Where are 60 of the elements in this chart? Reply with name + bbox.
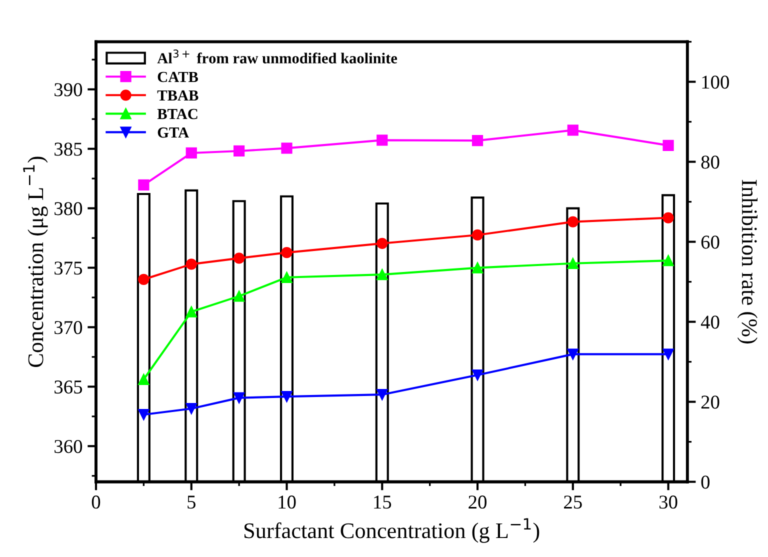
y2-tick-label: 0 (701, 476, 710, 489)
point (186, 306, 197, 318)
point (234, 145, 245, 157)
x-tick-label: 30 (659, 496, 678, 509)
legend-label: Al$^{3+}$ from raw unmodified kaolinite (157, 50, 398, 64)
point (281, 142, 292, 154)
point (472, 135, 484, 146)
y-tick-label: 375 (54, 262, 82, 275)
point (567, 258, 578, 269)
point (281, 272, 292, 283)
x-axis-title: Surfactant Concentration (g L$^{−1}$) (244, 518, 540, 543)
point (472, 229, 484, 241)
y2-tick-label: 60 (701, 236, 720, 249)
y2-tick-label: 40 (700, 316, 720, 329)
x-tick-label: 15 (374, 496, 392, 509)
point (662, 212, 674, 224)
point (376, 269, 388, 280)
y-tick-label: 390 (54, 83, 82, 96)
x-tick-label: 0 (92, 496, 100, 509)
point (662, 255, 674, 266)
y-tick-label: 380 (54, 202, 82, 216)
point (138, 179, 150, 191)
point (138, 274, 150, 285)
point (567, 124, 578, 136)
point (234, 290, 245, 302)
y2-axis-title: Inhibition rate (%) (737, 180, 758, 344)
point (376, 389, 388, 400)
legend-label: CATB (158, 72, 198, 82)
point (376, 238, 388, 249)
point (472, 262, 484, 274)
point (186, 258, 197, 270)
point (281, 247, 292, 258)
point (186, 147, 197, 159)
x-tick-label: 10 (278, 496, 296, 509)
point (281, 391, 292, 402)
point (567, 348, 578, 360)
y2-tick-label: 100 (702, 76, 729, 89)
point (138, 374, 150, 385)
point (234, 252, 245, 264)
legend-label: BTAC (157, 108, 198, 120)
point (662, 140, 674, 151)
x-tick-label: 5 (188, 496, 196, 509)
y-tick-label: 365 (54, 380, 82, 394)
point (186, 403, 197, 414)
y-axis-title: Concentration (μg L$^{−1}$) (23, 156, 48, 367)
point (234, 392, 245, 404)
point (662, 348, 674, 360)
legend-label: TBAB (157, 90, 198, 101)
x-tick-label: 25 (564, 496, 582, 509)
y-tick-label: 360 (54, 440, 82, 454)
point (376, 134, 388, 146)
point (567, 216, 578, 228)
point (472, 369, 484, 381)
y-tick-label: 370 (54, 321, 82, 334)
y2-tick-label: 80 (701, 156, 720, 169)
x-tick-label: 20 (468, 496, 487, 509)
legend-label: GTA (158, 127, 189, 138)
point (138, 409, 150, 420)
y2-tick-label: 20 (701, 396, 720, 409)
y-tick-label: 385 (54, 142, 82, 156)
